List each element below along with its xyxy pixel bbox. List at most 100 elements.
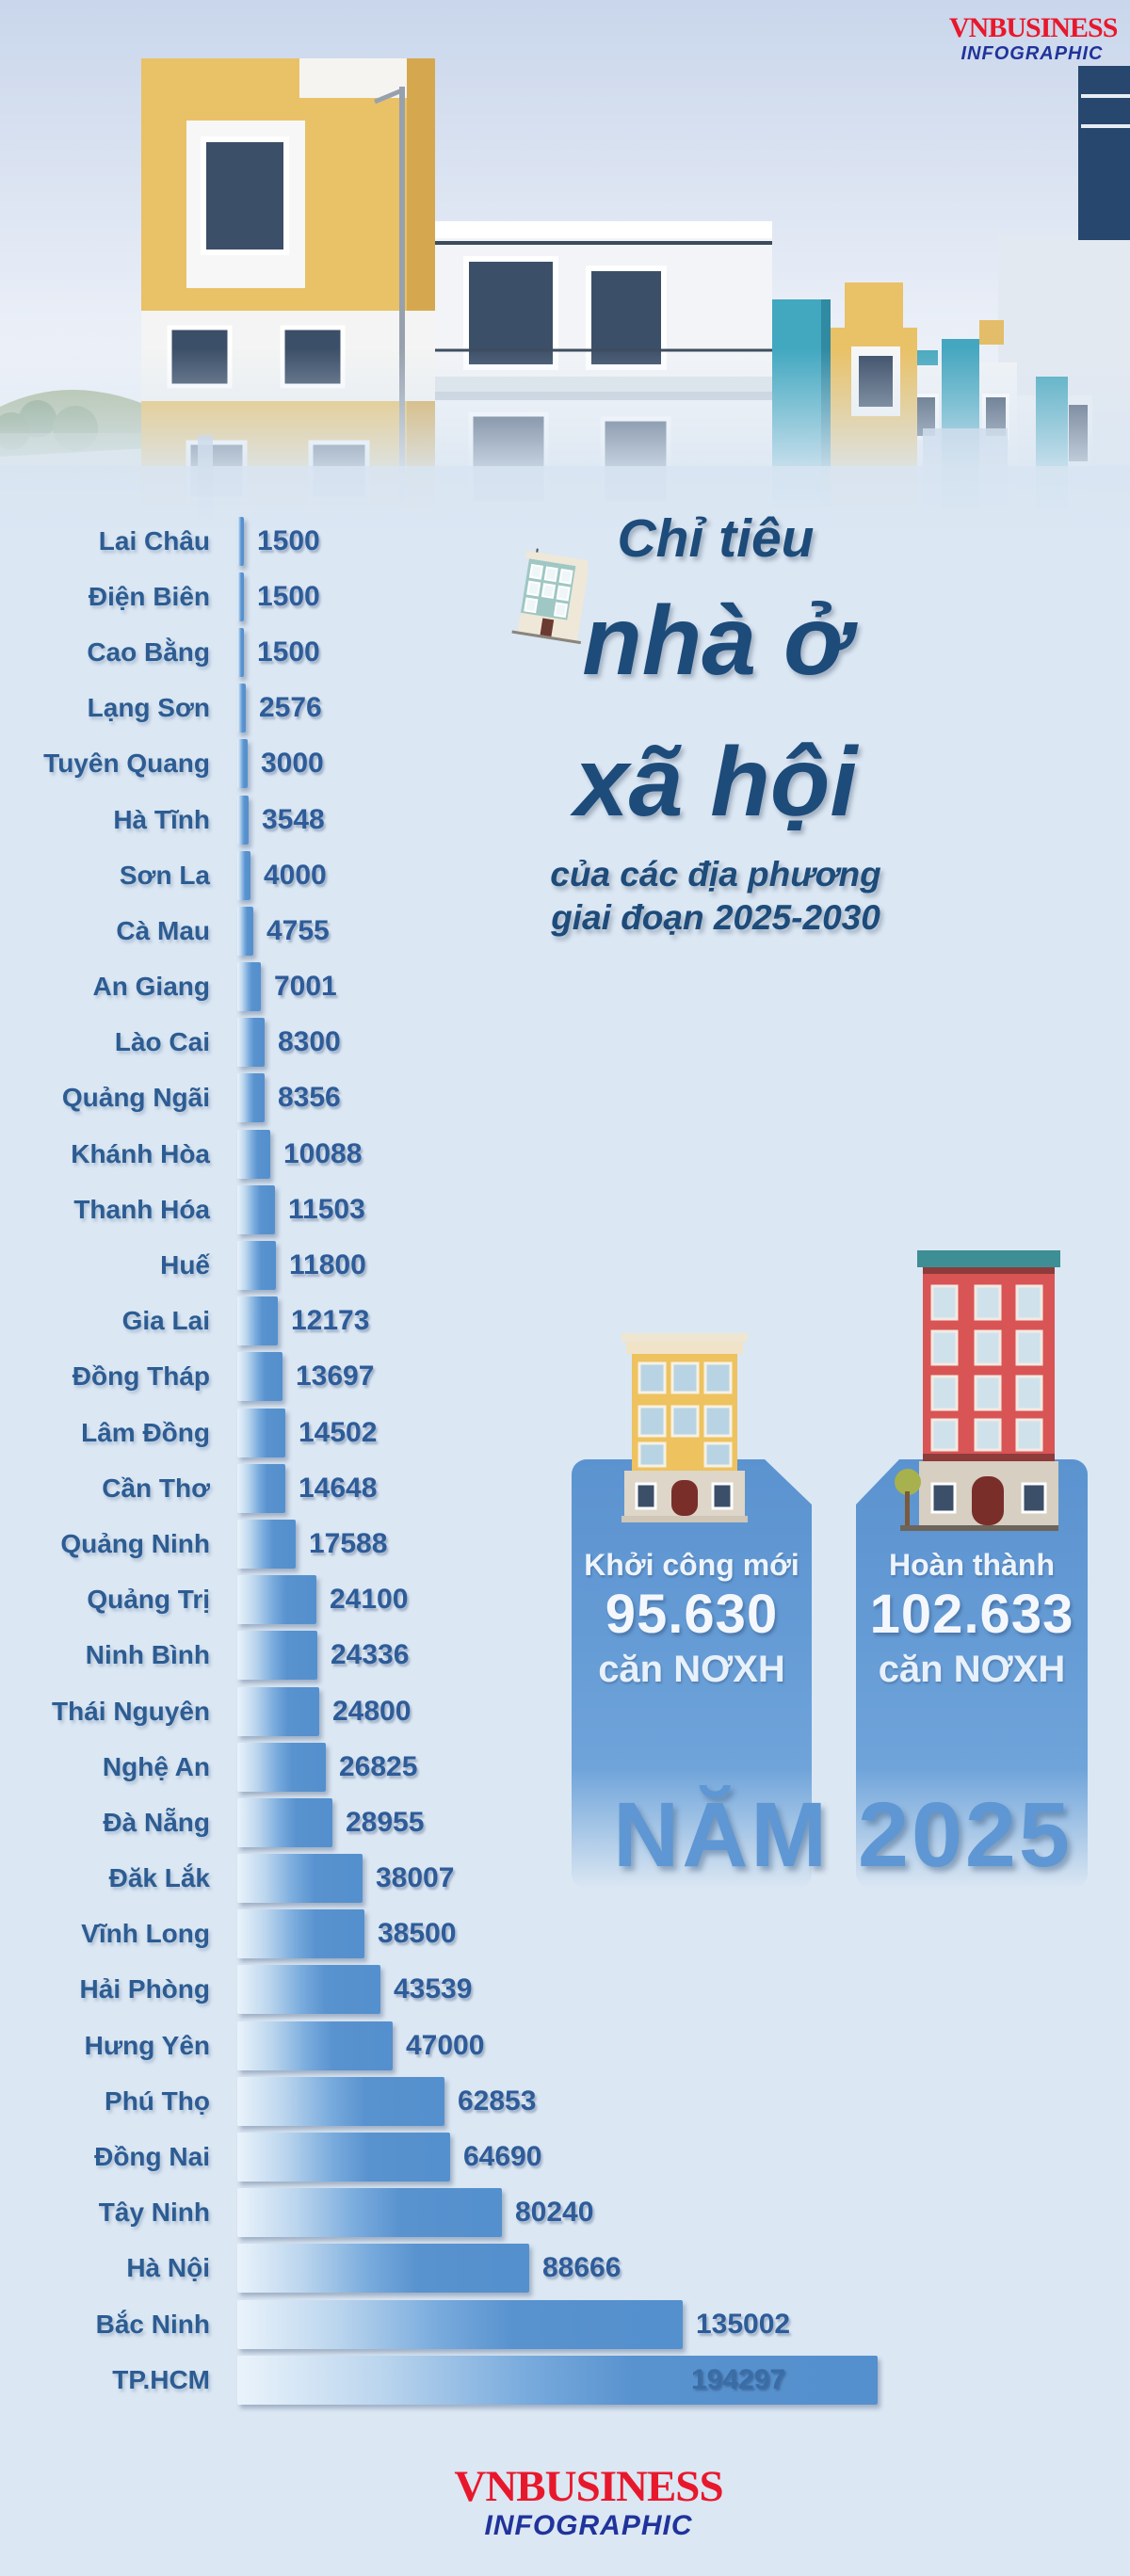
chart-row: Hưng Yên 47000 (0, 2018, 1130, 2073)
chart-row: TP.HCM 194297 (0, 2352, 1130, 2407)
chart-row: Hà Tĩnh 3548 (0, 792, 1130, 847)
photo-fade-overlay (0, 348, 1130, 546)
province-label: Ninh Bình (85, 1640, 210, 1670)
province-value: 64690 (463, 2141, 542, 2173)
callout-right-unit: căn NƠXH (878, 1649, 1066, 1690)
province-bar (237, 1742, 326, 1792)
chart-row: Đà Nẵng 28955 (0, 1795, 1130, 1850)
province-bar (237, 1352, 282, 1402)
province-label: Lâm Đồng (81, 1417, 210, 1447)
chart-row: Hà Nội 88666 (0, 2241, 1130, 2296)
province-value: 47000 (406, 2029, 485, 2061)
province-bar (237, 516, 244, 566)
province-value: 24100 (330, 1584, 409, 1616)
province-bar (237, 627, 244, 677)
province-value: 2576 (259, 692, 322, 724)
province-bar (237, 1965, 380, 2015)
province-value: 4000 (264, 859, 327, 891)
province-value: 24800 (332, 1695, 412, 1727)
province-bar (237, 1241, 276, 1291)
red-building-illustration (895, 1250, 1060, 1531)
province-value: 8300 (278, 1026, 341, 1058)
chart-row: Tuyên Quang 3000 (0, 736, 1130, 792)
province-bar (237, 1129, 270, 1179)
province-label: Lào Cai (114, 1027, 210, 1057)
title-block: Chỉ tiêu nhà ở xã hội của các địa phương… (508, 507, 923, 940)
callout-right-label: Hoàn thành (889, 1548, 1055, 1582)
province-bar (237, 2021, 393, 2070)
province-value: 43539 (394, 1973, 473, 2005)
province-label: Bắc Ninh (95, 2309, 210, 2339)
province-value: 80240 (515, 2197, 594, 2229)
chart-row: Vĩnh Long 38500 (0, 1907, 1130, 1962)
province-label: Quảng Ninh (60, 1528, 210, 1558)
province-bar (237, 1018, 265, 1068)
lamp-post (374, 87, 405, 507)
chart-row: Đăk Lắk 38007 (0, 1851, 1130, 1907)
province-value: 8356 (278, 1082, 341, 1114)
province-bar (237, 850, 250, 900)
chart-row: Cao Bằng 1500 (0, 624, 1130, 680)
chart-row: Huế 11800 (0, 1237, 1130, 1293)
province-label: Phú Thọ (105, 2085, 210, 2116)
small-building-icon (511, 548, 589, 645)
province-value: 11503 (288, 1193, 365, 1225)
province-label: Đà Nẵng (103, 1807, 210, 1837)
province-bar (237, 1408, 285, 1457)
chart-row: Hải Phòng 43539 (0, 1962, 1130, 2018)
yellow-building-illustration (622, 1333, 748, 1522)
province-bar (237, 1797, 332, 1847)
province-label: An Giang (92, 972, 210, 1002)
province-label: Hưng Yên (84, 2030, 210, 2060)
vnbusiness-logo-top: VNBUSINESS INFOGRAPHIC (949, 13, 1118, 65)
chart-row: Khánh Hòa 10088 (0, 1126, 1130, 1182)
chart-row: Bắc Ninh 135002 (0, 2296, 1130, 2352)
chart-row: Cần Thơ 14648 (0, 1460, 1130, 1516)
brand-tagline: INFOGRAPHIC (484, 2510, 693, 2541)
callout-left-content: Khởi công mới 95.630 căn NƠXH (572, 1546, 812, 1693)
chart-row: Ninh Bình 24336 (0, 1628, 1130, 1683)
province-bar (237, 1073, 265, 1123)
province-bar (237, 739, 248, 789)
chart-row: Sơn La 4000 (0, 847, 1130, 903)
province-value: 62853 (458, 2085, 537, 2117)
chart-row: Đồng Tháp 13697 (0, 1349, 1130, 1405)
chart-row: Nghệ An 26825 (0, 1739, 1130, 1795)
province-label: Đồng Nai (94, 2142, 210, 2172)
province-label: Đăk Lắk (108, 1863, 210, 1893)
province-value: 1500 (257, 524, 320, 556)
province-label: Cà Mau (116, 915, 210, 945)
province-bar (237, 2188, 502, 2238)
province-value: 194297 (691, 2363, 786, 2395)
chart-row: Đồng Nai 64690 (0, 2129, 1130, 2184)
province-value: 4755 (266, 914, 330, 946)
province-bar (237, 1575, 316, 1625)
province-value: 135002 (696, 2308, 791, 2340)
province-bar (237, 1854, 363, 1904)
province-label: Quảng Ngãi (61, 1083, 210, 1113)
province-label: Thanh Hóa (73, 1194, 210, 1224)
chart-row: Thanh Hóa 11503 (0, 1182, 1130, 1237)
province-label: Nghệ An (102, 1751, 210, 1781)
province-bar (237, 1463, 285, 1513)
province-bar (237, 2355, 878, 2405)
province-value: 1500 (257, 636, 320, 668)
chart-row: Tây Ninh 80240 (0, 2185, 1130, 2241)
province-value: 3000 (261, 748, 324, 780)
province-label: Vĩnh Long (81, 1919, 210, 1949)
brand-tagline: INFOGRAPHIC (960, 43, 1104, 64)
province-label: Điện Biên (88, 581, 210, 611)
chart-row: Lào Cai 8300 (0, 1015, 1130, 1071)
province-label: Lai Châu (98, 525, 210, 555)
callout-right-value: 102.633 (869, 1584, 1074, 1645)
chart-row: Quảng Trị 24100 (0, 1572, 1130, 1628)
province-label: Sơn La (119, 860, 210, 890)
province-label: Khánh Hòa (71, 1138, 210, 1168)
chart-row: Lai Châu 1500 (0, 513, 1130, 569)
chart-row: Gia Lai 12173 (0, 1294, 1130, 1349)
chart-row: Lạng Sơn 2576 (0, 681, 1130, 736)
province-label: Hà Tĩnh (113, 804, 210, 834)
chart-row: An Giang 7001 (0, 959, 1130, 1015)
callout-right-content: Hoàn thành 102.633 căn NƠXH (856, 1546, 1088, 1693)
